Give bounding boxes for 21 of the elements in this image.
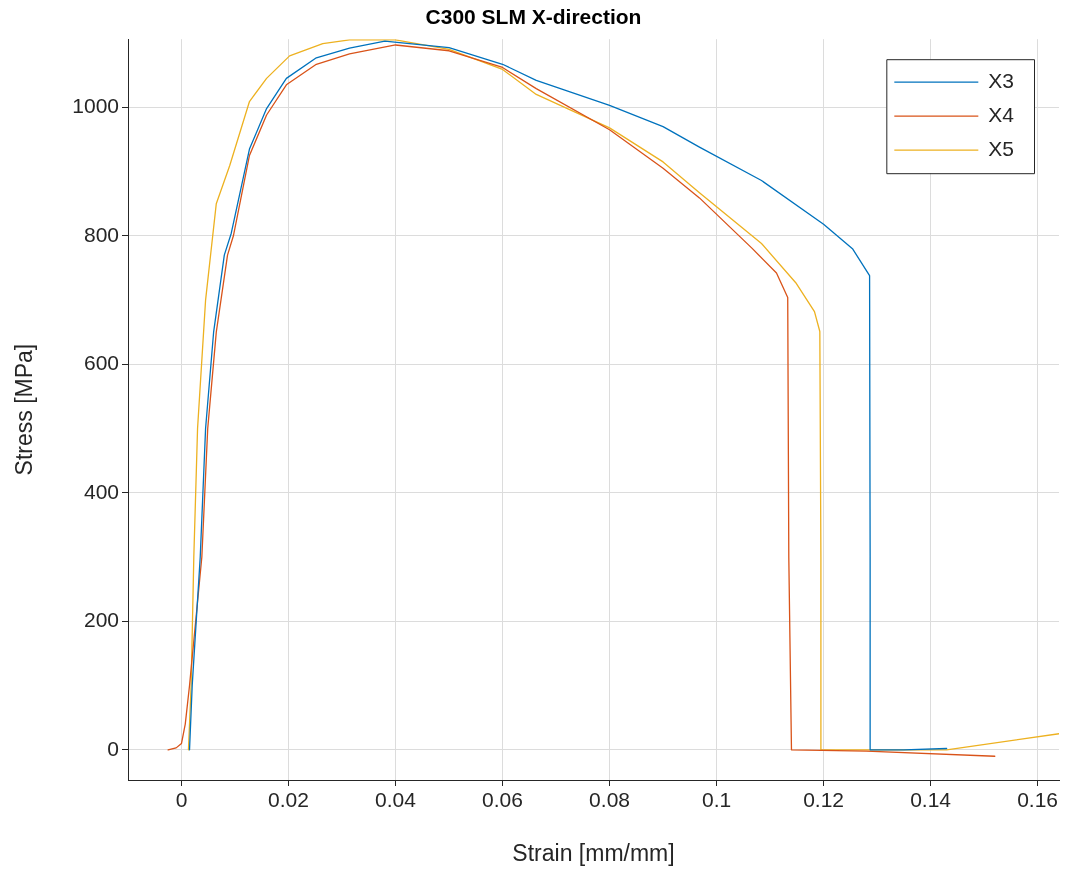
x-tick-label: 0 [175, 788, 188, 812]
x-axis-title: Strain [mm/mm] [512, 839, 675, 866]
y-axis-title: Stress [MPa] [11, 343, 38, 476]
x-tick-label: 0.04 [375, 788, 417, 812]
x-tick-label: 0.1 [701, 788, 732, 812]
x-tick-label: 0.14 [910, 788, 952, 812]
y-tick-label: 0 [107, 736, 119, 760]
legend-label: X4 [988, 103, 1015, 126]
legend-label: X5 [988, 137, 1014, 160]
chart-title: C300 SLM X-direction [425, 5, 642, 29]
y-tick-label: 1000 [72, 94, 119, 118]
legend-label: X3 [988, 69, 1014, 92]
x-tick-label: 0.02 [268, 788, 309, 812]
x-tick-label: 0.08 [589, 788, 630, 812]
y-tick-label: 600 [83, 351, 119, 375]
y-tick-label: 800 [83, 222, 119, 246]
y-tick-label: 400 [83, 479, 119, 503]
x-tick-label: 0.16 [1017, 788, 1059, 812]
x-tick-label: 0.12 [803, 788, 845, 812]
x-tick-label: 0.06 [482, 788, 523, 812]
y-tick-label: 200 [83, 608, 119, 632]
